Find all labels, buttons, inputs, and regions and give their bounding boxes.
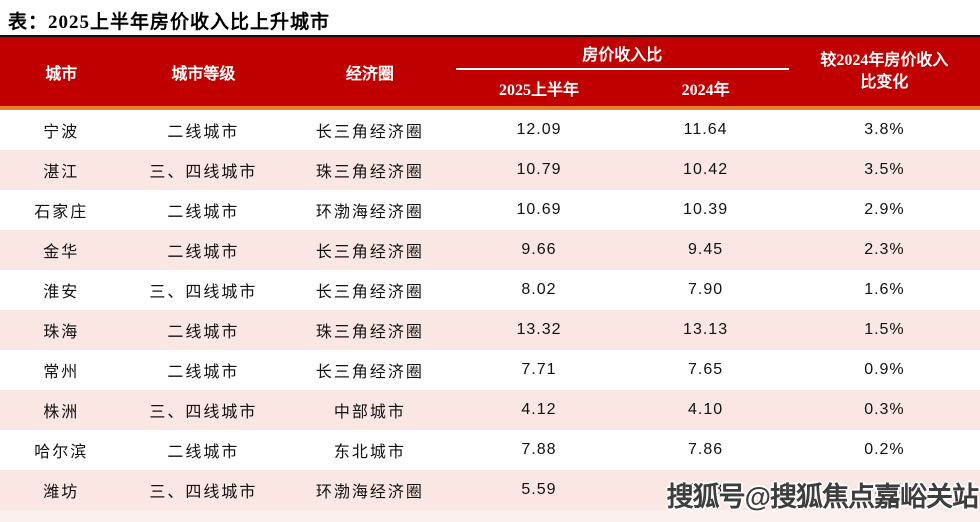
- cell-circle: 中部城市: [333, 404, 406, 421]
- cell-2025h1: 13.32: [516, 321, 562, 338]
- table-row: 珠海 二线城市 珠三角经济圈 13.32 13.13 1.5%: [0, 310, 980, 350]
- col-header-city: 城市: [45, 65, 78, 83]
- cell-tier: 二线城市: [167, 244, 240, 261]
- cell-change: 0.2%: [864, 481, 905, 498]
- cell-2025h1: 9.66: [521, 241, 557, 258]
- cell-tier: 三、四线城市: [149, 164, 258, 181]
- cell-tier: 二线城市: [167, 124, 240, 141]
- cell-2024: 7.86: [688, 441, 724, 458]
- cell-city: 宁波: [43, 124, 80, 141]
- cell-city: 淮安: [43, 284, 80, 301]
- cell-city: 珠海: [43, 324, 80, 341]
- cell-2024: 4.10: [688, 401, 724, 418]
- table-row: 哈尔滨 二线城市 东北城市 7.88 7.86 0.2%: [0, 430, 980, 470]
- table-row: 湛江 三、四线城市 珠三角经济圈 10.79 10.42 3.5%: [0, 150, 980, 190]
- col-header-change-line2: 比变化: [860, 73, 909, 91]
- cell-circle: 长三角经济圈: [315, 284, 424, 301]
- cell-tier: 二线城市: [167, 364, 240, 381]
- cell-tier: 三、四线城市: [149, 404, 258, 421]
- col-header-tier: 城市等级: [171, 65, 236, 83]
- cell-2024: 5.58: [688, 481, 724, 498]
- cell-city: 金华: [43, 244, 80, 261]
- table-row: 株洲 三、四线城市 中部城市 4.12 4.10 0.3%: [0, 390, 980, 430]
- table-header: 城市 城市等级 经济圈 房价收入比 2025上半年 2024年 较2024年房价…: [0, 35, 980, 110]
- watermark: 搜狐号@搜狐焦点嘉峪关站: [666, 482, 979, 512]
- cell-change: 0.3%: [864, 401, 905, 418]
- cell-city: 株洲: [43, 404, 80, 421]
- cell-tier: 二线城市: [167, 444, 240, 461]
- cell-change: 0.9%: [864, 361, 905, 378]
- table-row: 常州 二线城市 长三角经济圈 7.71 7.65 0.9%: [0, 350, 980, 390]
- cell-tier: 二线城市: [167, 324, 240, 341]
- col-header-change: 较2024年房价收入 比变化: [789, 37, 980, 106]
- price-income-ratio-table: 城市 城市等级 经济圈 房价收入比 2025上半年 2024年 较2024年房价…: [0, 35, 980, 522]
- cell-change: 3.5%: [864, 161, 905, 178]
- cell-2025h1: 7.71: [521, 361, 557, 378]
- cell-circle: 珠三角经济圈: [315, 324, 424, 341]
- table-row: 金华 二线城市 长三角经济圈 9.66 9.45 2.3%: [0, 230, 980, 270]
- cell-circle: 长三角经济圈: [315, 364, 424, 381]
- cell-change: 3.8%: [864, 121, 905, 138]
- col-header-change-line1: 较2024年房价收入: [820, 51, 949, 69]
- cell-2025h1: 12.09: [516, 121, 562, 138]
- cell-2025h1: 10.79: [516, 161, 562, 178]
- table-bottom-strip: [0, 510, 980, 522]
- cell-city: 潍坊: [43, 484, 80, 501]
- cell-circle: 长三角经济圈: [315, 244, 424, 261]
- cell-change: 1.5%: [864, 321, 905, 338]
- table-row: 淮安 三、四线城市 长三角经济圈 8.02 7.90 1.6%: [0, 270, 980, 310]
- cell-city: 常州: [43, 364, 80, 381]
- col-header-circle: 经济圈: [345, 65, 394, 83]
- cell-2024: 10.39: [683, 201, 729, 218]
- cell-2025h1: 8.02: [521, 281, 557, 298]
- cell-2024: 7.65: [688, 361, 724, 378]
- table-row: 石家庄 二线城市 环渤海经济圈 10.69 10.39 2.9%: [0, 190, 980, 230]
- cell-2024: 11.64: [683, 121, 728, 138]
- cell-tier: 二线城市: [167, 204, 240, 221]
- ratio-group-label: 房价收入比: [455, 37, 789, 70]
- cell-2025h1: 10.69: [516, 201, 562, 218]
- cell-circle: 环渤海经济圈: [315, 204, 424, 221]
- cell-circle: 珠三角经济圈: [315, 164, 424, 181]
- cell-change: 1.6%: [864, 281, 905, 298]
- cell-circle: 长三角经济圈: [315, 124, 424, 141]
- cell-tier: 三、四线城市: [149, 484, 258, 501]
- cell-2024: 9.45: [688, 241, 724, 258]
- table-row: 潍坊 三、四线城市 环渤海经济圈 5.59 5.58 0.2%: [0, 470, 980, 510]
- cell-circle: 东北城市: [333, 444, 406, 461]
- ratio-group-header: 房价收入比 2025上半年 2024年: [455, 37, 789, 106]
- page-title: 表：2025上半年房价收入比上升城市: [8, 12, 331, 33]
- cell-2024: 10.42: [683, 161, 729, 178]
- cell-change: 0.2%: [864, 441, 905, 458]
- cell-2024: 7.90: [688, 281, 724, 298]
- cell-change: 2.3%: [864, 241, 905, 258]
- cell-2025h1: 4.12: [521, 401, 557, 418]
- table-row: 宁波 二线城市 长三角经济圈 12.09 11.64 3.8%: [0, 110, 980, 150]
- subcol-header-2024: 2024年: [681, 82, 730, 99]
- cell-2025h1: 5.59: [521, 481, 557, 498]
- cell-city: 哈尔滨: [34, 444, 89, 461]
- cell-tier: 三、四线城市: [149, 284, 258, 301]
- cell-city: 湛江: [43, 164, 80, 181]
- subcol-header-2025h1: 2025上半年: [498, 82, 579, 99]
- cell-change: 2.9%: [864, 201, 905, 218]
- cell-2025h1: 7.88: [521, 441, 557, 458]
- cell-city: 石家庄: [34, 204, 89, 221]
- cell-2024: 13.13: [683, 321, 729, 338]
- cell-circle: 环渤海经济圈: [315, 484, 424, 501]
